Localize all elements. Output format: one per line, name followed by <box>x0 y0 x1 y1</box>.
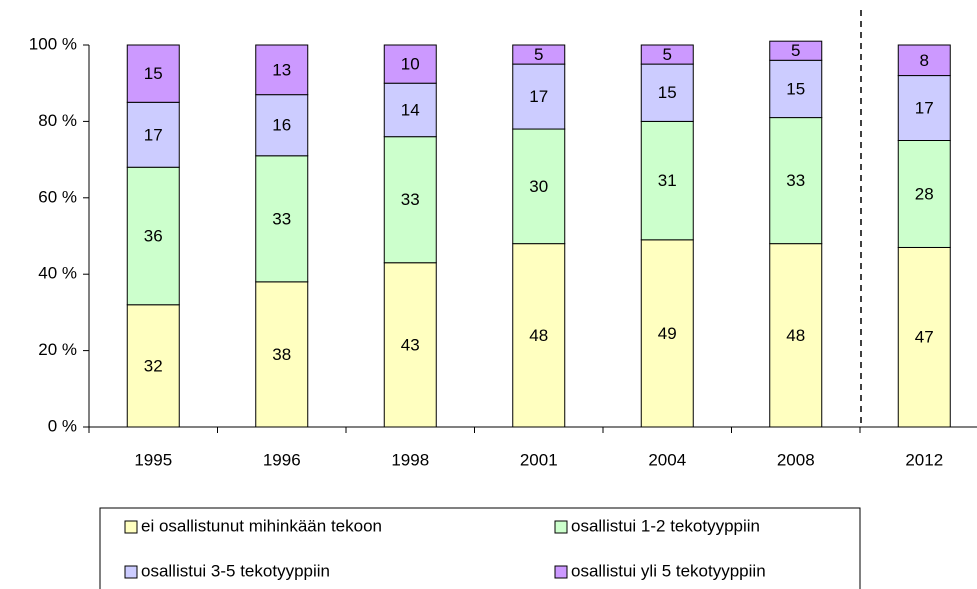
x-tick-label: 2001 <box>520 450 558 469</box>
legend-label: osallistui yli 5 tekotyyppiin <box>571 561 766 580</box>
bar-segment <box>769 40 823 61</box>
legend-swatch <box>554 520 568 534</box>
bar-segment <box>383 136 437 264</box>
value-label: 10 <box>401 55 420 74</box>
legend-swatch <box>124 520 138 534</box>
value-label: 5 <box>791 41 800 60</box>
bar-segment <box>126 101 180 168</box>
y-tick-label: 60 % <box>38 187 77 206</box>
y-tick-label: 80 % <box>38 111 77 130</box>
bar-segment <box>383 262 437 428</box>
value-label: 16 <box>272 116 291 135</box>
value-label: 43 <box>401 335 420 354</box>
y-tick-label: 40 % <box>38 264 77 283</box>
x-tick-label: 2004 <box>648 450 686 469</box>
bar-segment <box>512 243 566 428</box>
value-label: 28 <box>915 184 934 203</box>
value-label: 48 <box>529 326 548 345</box>
y-tick-label: 100 % <box>29 34 77 53</box>
bar-segment <box>383 82 437 138</box>
legend-swatch <box>554 565 568 579</box>
bar-segment <box>383 44 437 84</box>
bar-segment <box>897 44 951 77</box>
value-label: 5 <box>534 45 543 64</box>
bar-segment <box>126 166 180 306</box>
value-label: 15 <box>144 64 163 83</box>
value-label: 47 <box>915 328 934 347</box>
value-label: 31 <box>658 171 677 190</box>
legend-label: osallistui 3-5 tekotyyppiin <box>141 561 330 580</box>
bar-segment <box>255 281 309 428</box>
bar-segment <box>126 44 180 103</box>
value-label: 5 <box>663 45 672 64</box>
value-label: 49 <box>658 324 677 343</box>
value-label: 33 <box>786 171 805 190</box>
value-label: 36 <box>144 226 163 245</box>
legend-swatch <box>124 565 138 579</box>
bar-segment <box>769 117 823 245</box>
bar-segment <box>255 155 309 283</box>
x-tick-label: 1996 <box>263 450 301 469</box>
value-label: 15 <box>786 79 805 98</box>
value-label: 30 <box>529 177 548 196</box>
value-label: 17 <box>144 125 163 144</box>
legend-label: osallistui 1-2 tekotyyppiin <box>571 516 760 535</box>
value-label: 15 <box>658 83 677 102</box>
bar-segment <box>512 63 566 130</box>
bar-segment <box>255 94 309 157</box>
bar-segment <box>640 44 694 65</box>
x-tick-label: 2008 <box>777 450 815 469</box>
bar-segment <box>897 140 951 248</box>
bar-segment <box>255 44 309 96</box>
bar-segment <box>640 239 694 428</box>
value-label: 33 <box>272 209 291 228</box>
bar-segment <box>640 63 694 122</box>
bar-segment <box>769 59 823 119</box>
bar-segment <box>512 128 566 245</box>
legend-box <box>99 507 861 589</box>
bar-segment <box>126 304 180 428</box>
value-label: 32 <box>144 356 163 375</box>
value-label: 17 <box>915 99 934 118</box>
value-label: 13 <box>272 60 291 79</box>
legend-label: ei osallistunut mihinkään tekoon <box>141 516 382 535</box>
value-label: 17 <box>529 87 548 106</box>
x-tick-label: 1995 <box>134 450 172 469</box>
bar-segment <box>769 243 823 428</box>
value-label: 38 <box>272 345 291 364</box>
value-label: 8 <box>920 51 929 70</box>
value-label: 48 <box>786 326 805 345</box>
value-label: 14 <box>401 100 420 119</box>
value-label: 33 <box>401 190 420 209</box>
y-tick-label: 20 % <box>38 340 77 359</box>
y-tick-label: 0 % <box>48 416 77 435</box>
bar-segment <box>897 75 951 141</box>
x-tick-label: 2012 <box>905 450 943 469</box>
bar-segment <box>512 44 566 65</box>
x-tick-label: 1998 <box>391 450 429 469</box>
